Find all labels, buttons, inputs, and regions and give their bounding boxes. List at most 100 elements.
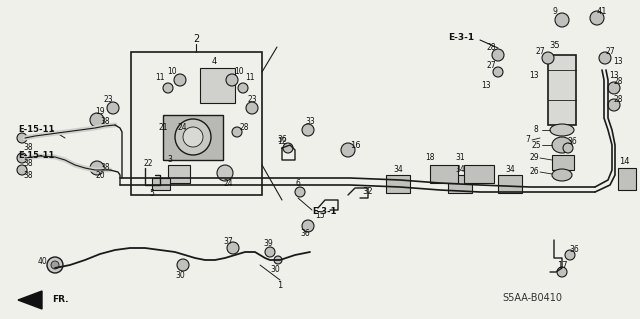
- Text: 28: 28: [613, 78, 623, 86]
- Bar: [131, 52, 262, 195]
- Text: 31: 31: [455, 153, 465, 162]
- Circle shape: [493, 67, 503, 77]
- Text: 23: 23: [247, 95, 257, 105]
- Text: 14: 14: [619, 158, 629, 167]
- Circle shape: [90, 113, 104, 127]
- Text: 28: 28: [239, 123, 249, 132]
- Text: 15: 15: [315, 211, 325, 220]
- Bar: [464, 165, 494, 183]
- Text: 17: 17: [557, 261, 567, 270]
- Circle shape: [232, 127, 242, 137]
- Polygon shape: [18, 291, 42, 309]
- Text: 35: 35: [550, 41, 560, 49]
- Text: 41: 41: [596, 8, 607, 17]
- Text: 28: 28: [486, 43, 496, 53]
- Text: 40: 40: [37, 257, 47, 266]
- Text: 3: 3: [168, 155, 172, 165]
- Circle shape: [17, 165, 27, 175]
- Text: 34: 34: [455, 166, 465, 174]
- Circle shape: [107, 102, 119, 114]
- Text: 23: 23: [103, 95, 113, 105]
- Text: 36: 36: [567, 137, 577, 146]
- Text: E-15-11: E-15-11: [18, 125, 54, 135]
- Text: 7: 7: [525, 136, 531, 145]
- Ellipse shape: [552, 137, 572, 153]
- Circle shape: [302, 124, 314, 136]
- Circle shape: [265, 247, 275, 257]
- Text: 27: 27: [605, 48, 615, 56]
- Circle shape: [177, 259, 189, 271]
- Text: 21: 21: [158, 123, 168, 132]
- Text: 36: 36: [300, 229, 310, 239]
- Text: 18: 18: [425, 153, 435, 162]
- Circle shape: [341, 143, 355, 157]
- Text: 37: 37: [223, 238, 233, 247]
- Circle shape: [302, 220, 314, 232]
- Text: 27: 27: [535, 48, 545, 56]
- Text: 27: 27: [486, 62, 496, 70]
- Circle shape: [217, 165, 233, 181]
- Text: 4: 4: [211, 57, 216, 66]
- Text: 12: 12: [277, 137, 287, 146]
- Text: 11: 11: [156, 73, 164, 83]
- Text: 26: 26: [529, 167, 539, 176]
- Circle shape: [274, 256, 282, 264]
- Text: 13: 13: [481, 80, 491, 90]
- Text: 30: 30: [175, 271, 185, 279]
- Circle shape: [174, 74, 186, 86]
- Text: 33: 33: [305, 117, 315, 127]
- Text: 10: 10: [167, 68, 177, 77]
- Text: 24: 24: [177, 123, 187, 132]
- Bar: [200, 68, 235, 103]
- Circle shape: [599, 52, 611, 64]
- Text: 19: 19: [95, 108, 105, 116]
- Text: 6: 6: [296, 180, 300, 189]
- Circle shape: [295, 187, 305, 197]
- Text: 13: 13: [529, 70, 539, 79]
- Text: 38: 38: [100, 164, 110, 173]
- Bar: [498, 175, 522, 193]
- Text: 36: 36: [277, 136, 287, 145]
- Circle shape: [557, 267, 567, 277]
- Text: 32: 32: [363, 188, 373, 197]
- Circle shape: [283, 143, 293, 153]
- Bar: [386, 175, 410, 193]
- Bar: [152, 178, 170, 190]
- Circle shape: [238, 83, 248, 93]
- Text: E-3-1: E-3-1: [448, 33, 474, 42]
- Text: 20: 20: [95, 172, 105, 181]
- Text: 25: 25: [531, 140, 541, 150]
- Text: 11: 11: [245, 73, 255, 83]
- Text: 29: 29: [529, 153, 539, 162]
- Text: 38: 38: [23, 170, 33, 180]
- Text: S5AA-B0410: S5AA-B0410: [502, 293, 562, 303]
- Text: 10: 10: [234, 68, 244, 77]
- Text: 30: 30: [270, 265, 280, 275]
- Circle shape: [175, 119, 211, 155]
- Circle shape: [565, 250, 575, 260]
- Circle shape: [183, 127, 203, 147]
- Text: 9: 9: [552, 8, 557, 17]
- Text: E-3-1: E-3-1: [312, 207, 337, 217]
- Circle shape: [555, 13, 569, 27]
- Text: 36: 36: [569, 246, 579, 255]
- Text: 24: 24: [223, 179, 233, 188]
- Circle shape: [608, 82, 620, 94]
- Bar: [430, 165, 458, 183]
- Circle shape: [590, 11, 604, 25]
- Text: 38: 38: [23, 143, 33, 152]
- Circle shape: [90, 161, 104, 175]
- Text: 5: 5: [150, 189, 154, 197]
- Circle shape: [608, 99, 620, 111]
- Text: 2: 2: [193, 34, 199, 44]
- Circle shape: [17, 133, 27, 143]
- Circle shape: [51, 261, 59, 269]
- Text: 13: 13: [613, 57, 623, 66]
- Text: 34: 34: [393, 166, 403, 174]
- Text: 38: 38: [100, 117, 110, 127]
- Circle shape: [563, 143, 573, 153]
- Text: FR.: FR.: [52, 295, 68, 305]
- Bar: [548, 55, 576, 125]
- Bar: [552, 155, 574, 170]
- Text: 1: 1: [277, 280, 283, 290]
